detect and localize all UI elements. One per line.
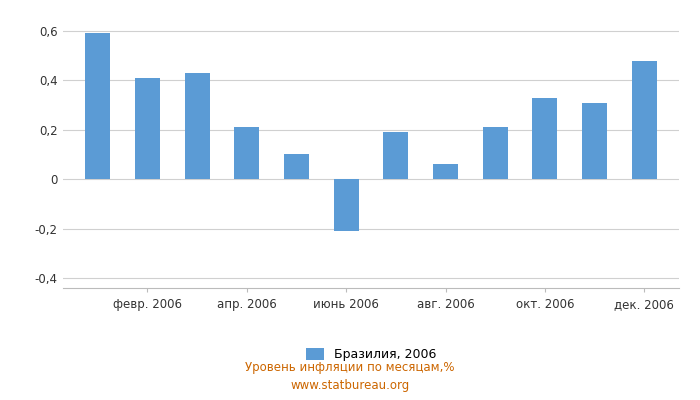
- Bar: [234, 127, 259, 179]
- Bar: [632, 60, 657, 179]
- Bar: [85, 33, 110, 179]
- Bar: [533, 98, 557, 179]
- Legend: Бразилия, 2006: Бразилия, 2006: [301, 343, 441, 366]
- Bar: [483, 127, 507, 179]
- Bar: [334, 179, 358, 231]
- Text: Уровень инфляции по месяцам,%
www.statbureau.org: Уровень инфляции по месяцам,% www.statbu…: [245, 361, 455, 392]
- Bar: [433, 164, 458, 179]
- Bar: [284, 154, 309, 179]
- Bar: [582, 102, 607, 179]
- Bar: [185, 73, 209, 179]
- Bar: [135, 78, 160, 179]
- Bar: [384, 132, 408, 179]
